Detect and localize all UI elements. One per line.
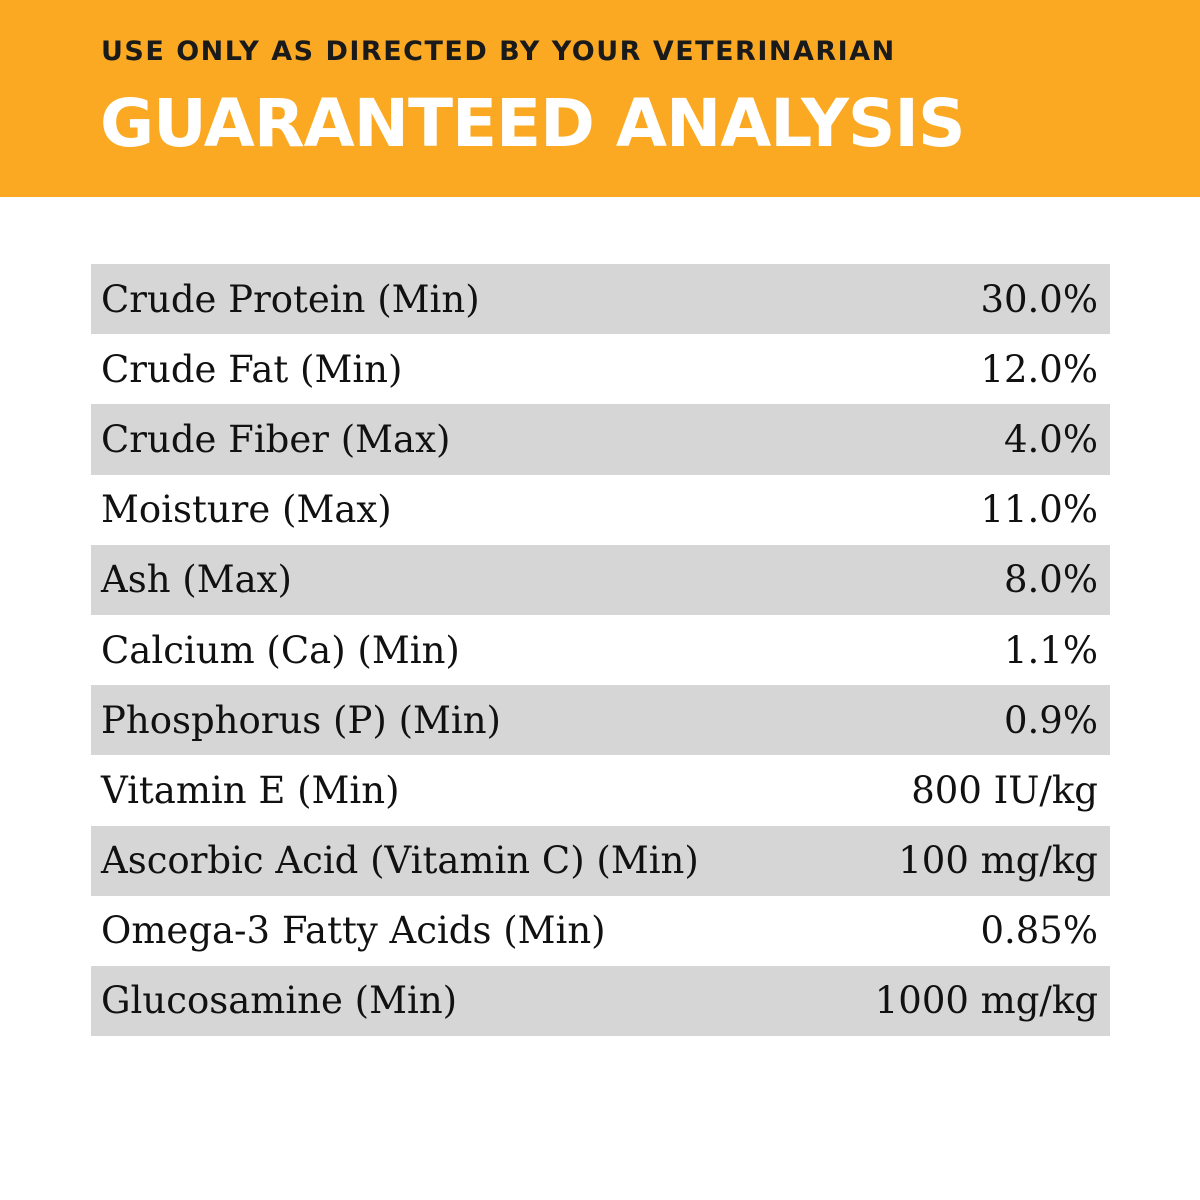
table-row: Ash (Max) 8.0% — [91, 544, 1110, 615]
nutrient-label: Calcium (Ca) (Min) — [101, 628, 460, 672]
table-row: Omega-3 Fatty Acids (Min) 0.85% — [91, 895, 1110, 966]
nutrient-value: 0.85% — [980, 909, 1098, 953]
nutrient-label: Crude Protein (Min) — [101, 277, 480, 321]
nutrient-value: 1000 mg/kg — [874, 979, 1098, 1023]
nutrient-value: 800 IU/kg — [911, 768, 1098, 812]
table-row: Vitamin E (Min) 800 IU/kg — [91, 755, 1110, 826]
nutrient-label: Phosphorus (P) (Min) — [101, 698, 501, 742]
table-row: Crude Protein (Min) 30.0% — [91, 264, 1110, 335]
nutrient-value: 30.0% — [980, 277, 1098, 321]
nutrient-label: Moisture (Max) — [101, 488, 392, 532]
usage-notice: USE ONLY AS DIRECTED BY YOUR VETERINARIA… — [101, 36, 896, 67]
table-row: Glucosamine (Min) 1000 mg/kg — [91, 965, 1110, 1037]
nutrient-value: 4.0% — [1004, 417, 1098, 461]
nutrient-label: Crude Fiber (Max) — [101, 417, 451, 461]
nutrient-label: Ash (Max) — [101, 558, 292, 602]
nutrient-label: Glucosamine (Min) — [101, 979, 458, 1023]
nutrient-value: 11.0% — [980, 488, 1098, 532]
table-row: Ascorbic Acid (Vitamin C) (Min) 100 mg/k… — [91, 825, 1110, 896]
analysis-table: Crude Protein (Min) 30.0% Crude Fat (Min… — [91, 264, 1110, 1037]
nutrient-label: Ascorbic Acid (Vitamin C) (Min) — [101, 839, 699, 883]
nutrient-value: 12.0% — [980, 347, 1098, 391]
nutrient-label: Omega-3 Fatty Acids (Min) — [101, 909, 606, 953]
header-banner: USE ONLY AS DIRECTED BY YOUR VETERINARIA… — [0, 0, 1200, 197]
table-row: Crude Fiber (Max) 4.0% — [91, 404, 1110, 475]
nutrient-value: 1.1% — [1004, 628, 1098, 672]
nutrient-value: 0.9% — [1004, 698, 1098, 742]
table-row: Crude Fat (Min) 12.0% — [91, 334, 1110, 405]
nutrient-value: 100 mg/kg — [898, 839, 1098, 883]
table-row: Moisture (Max) 11.0% — [91, 474, 1110, 545]
nutrient-label: Crude Fat (Min) — [101, 347, 403, 391]
page-title: GUARANTEED ANALYSIS — [100, 85, 965, 162]
table-row: Phosphorus (P) (Min) 0.9% — [91, 685, 1110, 756]
nutrient-label: Vitamin E (Min) — [101, 768, 400, 812]
table-row: Calcium (Ca) (Min) 1.1% — [91, 614, 1110, 686]
nutrient-value: 8.0% — [1004, 558, 1098, 602]
